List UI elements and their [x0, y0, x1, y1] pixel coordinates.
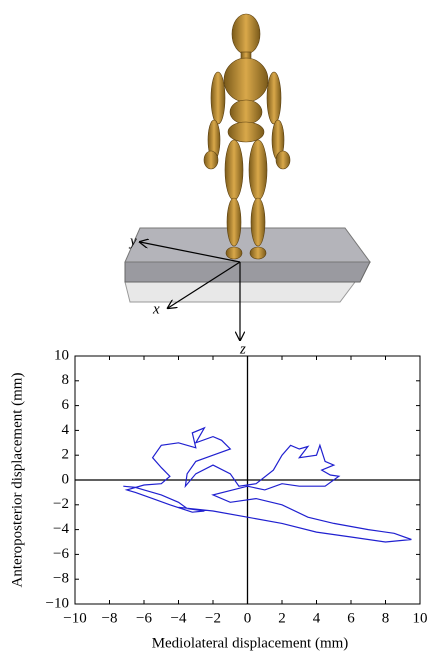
x-tick-label: 2 [278, 610, 286, 626]
x-tick-label: −4 [171, 610, 187, 626]
axis-label-x: x [152, 301, 160, 317]
axes-arrows [140, 242, 240, 340]
x-tick-label: 8 [382, 610, 390, 626]
y-tick-label: 4 [62, 422, 70, 438]
plate-top [124, 227, 371, 263]
x-tick-label: 6 [347, 610, 355, 626]
axis-label-y: y [128, 233, 137, 249]
axis-label-z: z [239, 341, 246, 357]
x-tick-label: 4 [313, 610, 321, 626]
y-tick-label: −10 [46, 595, 69, 611]
x-tick-label: 10 [413, 610, 428, 626]
plate-side [124, 261, 371, 283]
y-tick-label: 6 [62, 397, 70, 413]
x-tick-label: 0 [244, 610, 252, 626]
y-tick-label: −6 [53, 546, 69, 562]
y-tick-label: 10 [54, 347, 69, 363]
y-tick-label: 0 [62, 471, 70, 487]
illustration: y x z [124, 13, 371, 357]
x-tick-label: −8 [102, 610, 118, 626]
y-axis-label: Anteroposterior displacement (mm) [9, 373, 25, 588]
x-tick-label: −2 [205, 610, 221, 626]
y-tick-label: −8 [53, 571, 69, 587]
chart: Mediolateral displacement (mm) Anteropos… [9, 347, 427, 651]
x-axis-label: Mediolateral displacement (mm) [152, 635, 349, 651]
y-tick-label: −2 [53, 496, 69, 512]
trajectory [123, 426, 412, 543]
y-tick-label: −4 [53, 521, 69, 537]
y-tick-label: 8 [62, 372, 70, 388]
y-tick-label: 2 [62, 447, 70, 463]
x-tick-label: −6 [136, 610, 152, 626]
mannequin [203, 13, 291, 260]
x-tick-label: −10 [63, 610, 86, 626]
